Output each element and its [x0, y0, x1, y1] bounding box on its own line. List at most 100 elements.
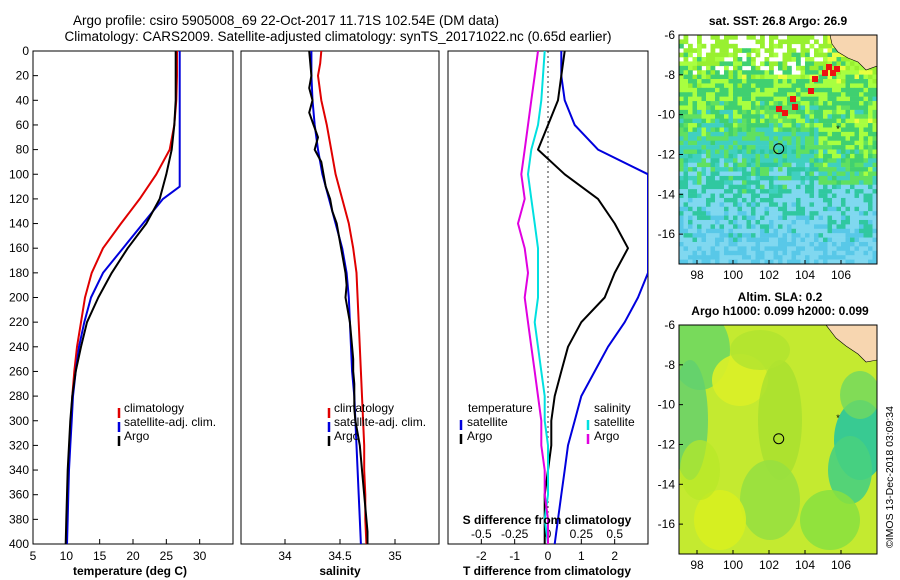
- sst-cell: [868, 167, 873, 172]
- sst-cell: [769, 109, 774, 115]
- sst-cell: [872, 87, 877, 93]
- sst-cell: [782, 228, 788, 234]
- sst-cell: [688, 233, 693, 238]
- sst-cell: [868, 92, 873, 97]
- sst-cell: [728, 211, 734, 216]
- sst-cell: [832, 87, 837, 93]
- sst-cell: [755, 136, 761, 141]
- sst-cell: [692, 145, 698, 150]
- sst-cell: [688, 48, 693, 53]
- sst-cell: [778, 96, 783, 102]
- sst-cell: [715, 105, 720, 111]
- sst-cell: [823, 118, 828, 124]
- sst-cell: [841, 109, 846, 115]
- sst-cell: [818, 48, 824, 53]
- sst-cell: [769, 101, 774, 106]
- sst-cell: [778, 228, 783, 234]
- sst-cell: [805, 101, 810, 106]
- sst-cell: [863, 105, 869, 111]
- sla-blob: [800, 490, 860, 550]
- sst-cell: [805, 96, 810, 102]
- sst-cell: [809, 215, 815, 221]
- sst-cell: [805, 180, 810, 186]
- sst-cell: [863, 202, 869, 208]
- sst-cell: [787, 43, 792, 49]
- sst-cell: [850, 250, 855, 256]
- sst-cell: [697, 211, 702, 216]
- sst-cell: [755, 123, 761, 128]
- sst-cell: [854, 61, 860, 67]
- sst-cell: [836, 259, 842, 264]
- sst-cell: [724, 35, 729, 40]
- sst-cell: [859, 202, 864, 208]
- sst-cell: [818, 83, 824, 89]
- sst-cell: [688, 215, 693, 221]
- sst-cell: [760, 140, 765, 146]
- sst-cell: [724, 206, 729, 212]
- sst-cell: [710, 136, 716, 141]
- sst-cell: [863, 241, 869, 247]
- sst-cell: [805, 197, 810, 203]
- sst-cell: [800, 39, 806, 45]
- sst-cell: [724, 171, 729, 177]
- sst-cell: [850, 246, 855, 252]
- series-satellite-adj-clim-: [66, 51, 181, 544]
- sst-cell: [872, 74, 877, 80]
- sst-cell: [679, 241, 684, 247]
- sst-cell: [760, 206, 765, 212]
- sst-cell: [755, 65, 761, 71]
- y-tick-label: 380: [9, 512, 29, 526]
- sst-cell: [715, 123, 720, 128]
- sst-cell: [742, 61, 747, 67]
- sst-cell: [863, 74, 869, 80]
- sst-cell: [854, 114, 860, 119]
- sst-cell: [850, 114, 855, 119]
- sst-cell: [796, 131, 801, 137]
- sst-cell: [751, 202, 756, 208]
- sst-cell: [692, 83, 698, 89]
- sst-cell: [728, 259, 734, 264]
- sst-cell: [796, 35, 801, 40]
- sst-cell: [679, 87, 684, 93]
- sst-cell: [850, 153, 855, 159]
- y-tick-label: 200: [9, 291, 29, 305]
- sst-cell: [764, 241, 770, 247]
- sst-cell: [791, 189, 797, 194]
- sst-cell: [814, 153, 819, 159]
- land-shape: [829, 35, 877, 71]
- sst-cell: [773, 131, 779, 137]
- sst-cell: [706, 246, 711, 252]
- sst-cell: [688, 101, 693, 106]
- sst-cell: [755, 167, 761, 172]
- sst-cell: [814, 184, 819, 190]
- sst-cell: [845, 153, 851, 159]
- sst-cell: [787, 237, 792, 243]
- sst-cell: [746, 158, 752, 164]
- sst-cell: [764, 61, 770, 67]
- sst-cell: [872, 197, 877, 203]
- sst-cell: [800, 153, 806, 159]
- sst-cell: [764, 158, 770, 164]
- sst-cell: [710, 162, 716, 168]
- sst-cell: [778, 184, 783, 190]
- sst-cell: [724, 101, 729, 106]
- sst-cell: [760, 219, 765, 225]
- sst-cell: [782, 197, 788, 203]
- sst-cell: [751, 105, 756, 111]
- sst-cell: [728, 167, 734, 172]
- sst-cell: [872, 250, 877, 256]
- sst-cell: [805, 171, 810, 177]
- sst-cell: [733, 250, 738, 256]
- sst-cell: [733, 184, 738, 190]
- sst-cell: [850, 219, 855, 225]
- sst-cell: [764, 48, 770, 53]
- sst-cell: [724, 83, 729, 89]
- sst-cell: [706, 52, 711, 58]
- sst-cell: [719, 197, 725, 203]
- sst-cell: [769, 39, 774, 45]
- sst-cell: [701, 87, 707, 93]
- sst-cell: [850, 189, 855, 194]
- y-tick-label: 80: [16, 143, 30, 157]
- sst-cell: [692, 259, 698, 264]
- sst-cell: [692, 241, 698, 247]
